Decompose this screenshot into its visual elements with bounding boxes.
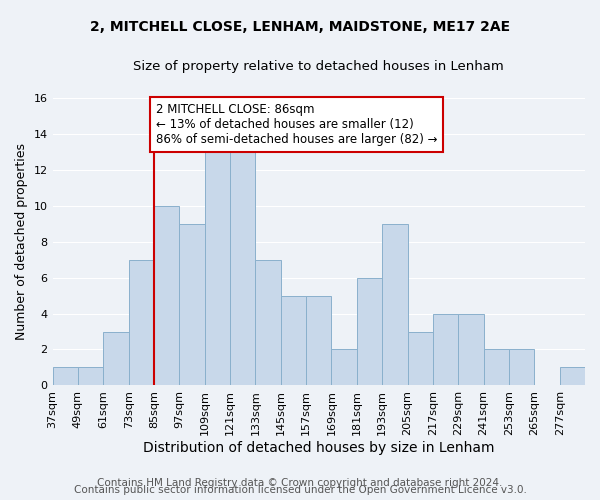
Bar [230, 152, 256, 386]
Title: Size of property relative to detached houses in Lenham: Size of property relative to detached ho… [133, 60, 504, 73]
Text: 2, MITCHELL CLOSE, LENHAM, MAIDSTONE, ME17 2AE: 2, MITCHELL CLOSE, LENHAM, MAIDSTONE, ME… [90, 20, 510, 34]
Bar [205, 152, 230, 386]
Bar [458, 314, 484, 386]
Bar [256, 260, 281, 386]
Bar [154, 206, 179, 386]
Bar [509, 350, 534, 386]
Bar [357, 278, 382, 386]
Bar [331, 350, 357, 386]
Text: 2 MITCHELL CLOSE: 86sqm
← 13% of detached houses are smaller (12)
86% of semi-de: 2 MITCHELL CLOSE: 86sqm ← 13% of detache… [156, 103, 437, 146]
Bar [433, 314, 458, 386]
Bar [78, 368, 103, 386]
Bar [103, 332, 128, 386]
Bar [407, 332, 433, 386]
Bar [560, 368, 585, 386]
Bar [382, 224, 407, 386]
X-axis label: Distribution of detached houses by size in Lenham: Distribution of detached houses by size … [143, 441, 494, 455]
Bar [484, 350, 509, 386]
Bar [128, 260, 154, 386]
Y-axis label: Number of detached properties: Number of detached properties [15, 143, 28, 340]
Text: Contains public sector information licensed under the Open Government Licence v3: Contains public sector information licen… [74, 485, 526, 495]
Text: Contains HM Land Registry data © Crown copyright and database right 2024.: Contains HM Land Registry data © Crown c… [97, 478, 503, 488]
Bar [179, 224, 205, 386]
Bar [306, 296, 331, 386]
Bar [53, 368, 78, 386]
Bar [281, 296, 306, 386]
